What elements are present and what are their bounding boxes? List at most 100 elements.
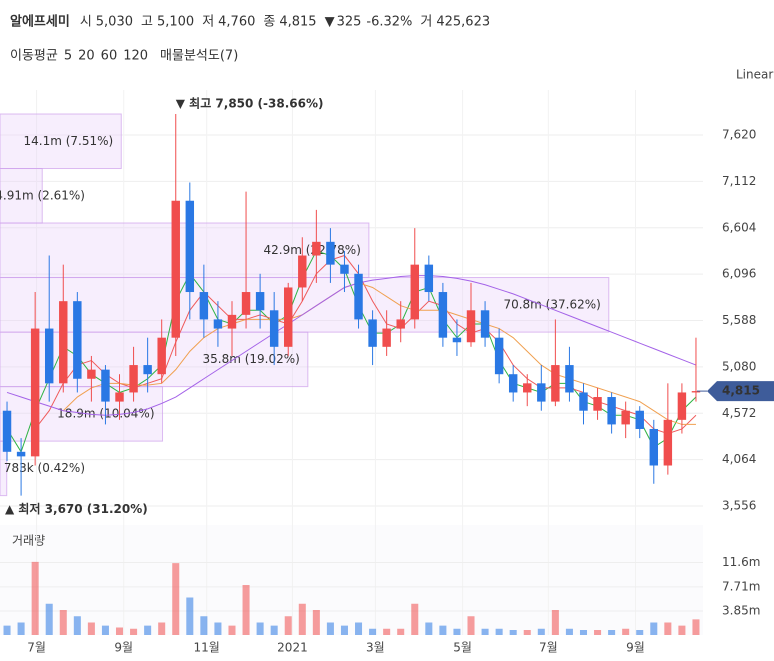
volume-bar: [45, 603, 53, 635]
profile-label: 783k (0.42%): [4, 461, 85, 475]
candle-body: [30, 328, 40, 457]
candle-body: [199, 292, 209, 320]
current-price-tag: [707, 381, 774, 402]
volume-bar: [3, 625, 11, 635]
volume-bar: [453, 628, 461, 635]
candle-body: [143, 365, 152, 375]
candle-body: [551, 365, 560, 402]
candle-body: [537, 383, 546, 402]
x-tick-label: 7월: [539, 641, 558, 655]
candle-body: [677, 392, 687, 420]
change: 325: [337, 15, 362, 30]
volume-label: 거: [420, 15, 432, 30]
volume-bar: [73, 616, 81, 635]
volume-bar: [17, 622, 25, 635]
profile-band: [0, 168, 43, 224]
candle-body: [494, 337, 504, 375]
field-value: 5,030: [96, 15, 133, 30]
legend-entry[interactable]: 60: [101, 49, 118, 64]
candle-body: [368, 319, 377, 347]
field-label: 종: [263, 15, 275, 30]
candle-body: [298, 255, 307, 288]
volume-bar: [594, 630, 602, 635]
candle-body: [424, 264, 434, 293]
volume-bar: [172, 563, 180, 635]
volume-bar: [495, 628, 503, 635]
y-tick-label: 7,620: [722, 128, 756, 142]
candle-body: [523, 383, 532, 393]
x-tick-label: 9월: [114, 641, 133, 655]
legend-entry[interactable]: 5: [64, 49, 72, 64]
candle-body: [354, 273, 363, 320]
candle-body: [241, 292, 251, 315]
volume-bar: [340, 625, 348, 635]
volume-tick-label: 3.85m: [722, 603, 760, 617]
volume-bar: [439, 625, 447, 635]
volume-value: 425,623: [436, 15, 490, 30]
volume-tick-label: 7.71m: [722, 579, 760, 593]
candle-body: [663, 419, 673, 466]
candle-body: [565, 365, 574, 393]
legend-entry[interactable]: 20: [78, 49, 95, 64]
volume-bar: [326, 622, 334, 635]
volume-pane: [0, 525, 703, 635]
profile-label: 14.1m (7.51%): [24, 134, 114, 148]
volume-bar: [537, 628, 545, 635]
volume-bar: [579, 630, 588, 635]
volume-bar: [636, 630, 644, 635]
profile-label: 70.8m (37.62%): [503, 297, 600, 311]
candle-body: [621, 410, 630, 425]
candle-body: [255, 292, 265, 311]
x-tick-label: 7월: [27, 641, 46, 655]
y-tick-label: 5,588: [722, 313, 756, 327]
ma-title[interactable]: 이동평균: [10, 49, 58, 64]
y-tick-label: 4,064: [722, 452, 756, 466]
change-pct: -6.32%: [366, 15, 412, 30]
candle-body: [607, 397, 616, 425]
candle-body: [579, 392, 588, 411]
candle-body: [480, 310, 490, 338]
candle-body: [649, 428, 659, 466]
scale-mode[interactable]: Linear: [736, 68, 773, 82]
volume-bar: [411, 603, 419, 635]
volume-title: 거래량: [12, 534, 45, 548]
field-label: 시: [80, 15, 92, 30]
y-tick-label: 3,556: [722, 499, 756, 513]
candle-body: [171, 200, 180, 338]
volume-bar: [242, 585, 250, 635]
legend-entry[interactable]: 120: [123, 49, 148, 64]
ma-line: [6, 275, 697, 416]
candle-body: [284, 287, 293, 347]
profile-label: 35.8m (19.02%): [202, 352, 299, 366]
candle-body: [213, 319, 223, 329]
candle-body: [129, 365, 138, 393]
candle-body: [157, 337, 166, 375]
y-tick-label: 6,604: [722, 220, 756, 234]
candle-body: [410, 264, 419, 320]
y-tick-label: 4,572: [722, 406, 756, 420]
max-annotation: ▼ 최고 7,850 (-38.66%): [176, 96, 324, 111]
candle-body: [87, 369, 96, 379]
profile-title[interactable]: 매물분석도(7): [160, 49, 238, 64]
volume-bar: [101, 625, 109, 635]
candle-body: [396, 319, 405, 329]
volume-bar: [284, 616, 292, 635]
y-tick-label: 7,112: [722, 174, 756, 188]
volume-bar: [270, 625, 278, 635]
min-annotation: ▲ 최저 3,670 (31.20%): [5, 501, 148, 516]
volume-bar: [59, 610, 67, 635]
x-tick-label: 5월: [453, 641, 472, 655]
x-tick-label: 2021: [277, 641, 308, 655]
volume-tick-label: 11.6m: [722, 555, 760, 569]
candle-body: [73, 301, 82, 379]
volume-bar: [87, 622, 95, 635]
volume-bar: [200, 616, 208, 635]
volume-bar: [551, 610, 559, 635]
field-value: 4,760: [218, 15, 255, 30]
volume-bar: [481, 628, 489, 635]
candle-body: [508, 374, 518, 393]
volume-bar: [228, 625, 236, 635]
profile-label: 4.91m (2.61%): [0, 188, 85, 202]
